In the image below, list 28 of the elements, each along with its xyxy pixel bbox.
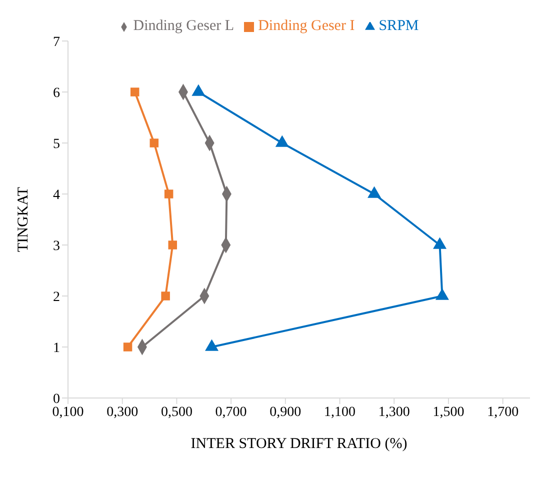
legend-label: Dinding Geser I bbox=[258, 18, 355, 34]
point bbox=[164, 190, 174, 198]
x-tick-label: 0,500 bbox=[160, 404, 192, 420]
legend-label: Dinding Geser L bbox=[133, 18, 234, 34]
y-tick-label: 1 bbox=[53, 340, 60, 356]
y-tick-label: 4 bbox=[53, 188, 60, 203]
x-tick-label: 1,300 bbox=[378, 404, 410, 420]
point bbox=[123, 342, 132, 352]
y-tick-label: 6 bbox=[53, 86, 60, 101]
x-tick-label: 1,500 bbox=[432, 404, 464, 420]
x-tick-label: 0,100 bbox=[52, 404, 84, 420]
x-tick-label: 1,100 bbox=[324, 404, 356, 420]
x-tick-label: 0,300 bbox=[106, 404, 138, 420]
legend-label: SRPM bbox=[378, 18, 419, 34]
x-tick-label: 0,900 bbox=[270, 404, 302, 420]
y-tick-label: 7 bbox=[53, 34, 60, 50]
y-tick-label: 5 bbox=[53, 136, 60, 152]
point bbox=[168, 240, 177, 250]
y-tick-label: 3 bbox=[53, 238, 60, 254]
point bbox=[130, 88, 140, 96]
y-axis-title: TINGKAT bbox=[15, 187, 32, 252]
x-axis-title: INTER STORY DRIFT RATIO (%) bbox=[190, 436, 408, 452]
y-tick-label: 0 bbox=[53, 392, 60, 407]
point bbox=[161, 292, 170, 300]
point bbox=[150, 138, 159, 148]
x-tick-label: 1,700 bbox=[487, 404, 519, 420]
y-tick-label: 2 bbox=[53, 290, 60, 305]
x-tick-label: 0,700 bbox=[215, 404, 247, 420]
